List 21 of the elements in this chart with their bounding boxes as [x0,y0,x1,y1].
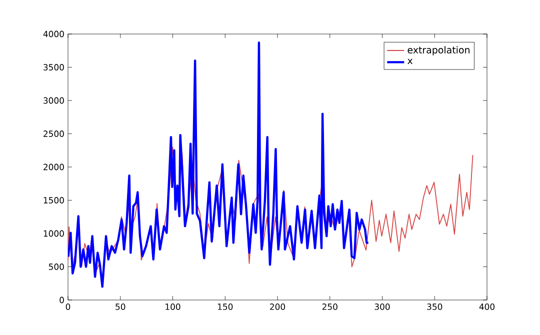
legend-label: extrapolation [408,46,470,56]
y-tick-label: 2500 [44,130,64,137]
x-tick-label: 350 [427,304,442,310]
line-series [68,42,370,288]
legend-label: x [408,58,413,64]
x-tick-label: 0 [66,304,70,310]
y-tick-label: 4000 [43,30,64,38]
y-tick-label: 0 [60,296,64,304]
x-tick-label: 200 [270,304,286,310]
x-tick-label: 400 [479,304,495,310]
y-tick-label: 3000 [44,97,64,104]
y-tick-label: 3500 [44,64,64,70]
y-tick-label: 1500 [44,197,64,204]
x-tick-label: 300 [374,304,390,310]
x-tick-label: 100 [166,304,180,310]
y-tick-label: 500 [48,264,64,270]
x-tick-label: 50 [116,304,126,310]
y-tick-label: 1000 [44,230,64,237]
x-tick-label: 250 [322,304,338,310]
x-tick-label: 150 [218,304,233,310]
y-tick-label: 2000 [44,164,64,170]
